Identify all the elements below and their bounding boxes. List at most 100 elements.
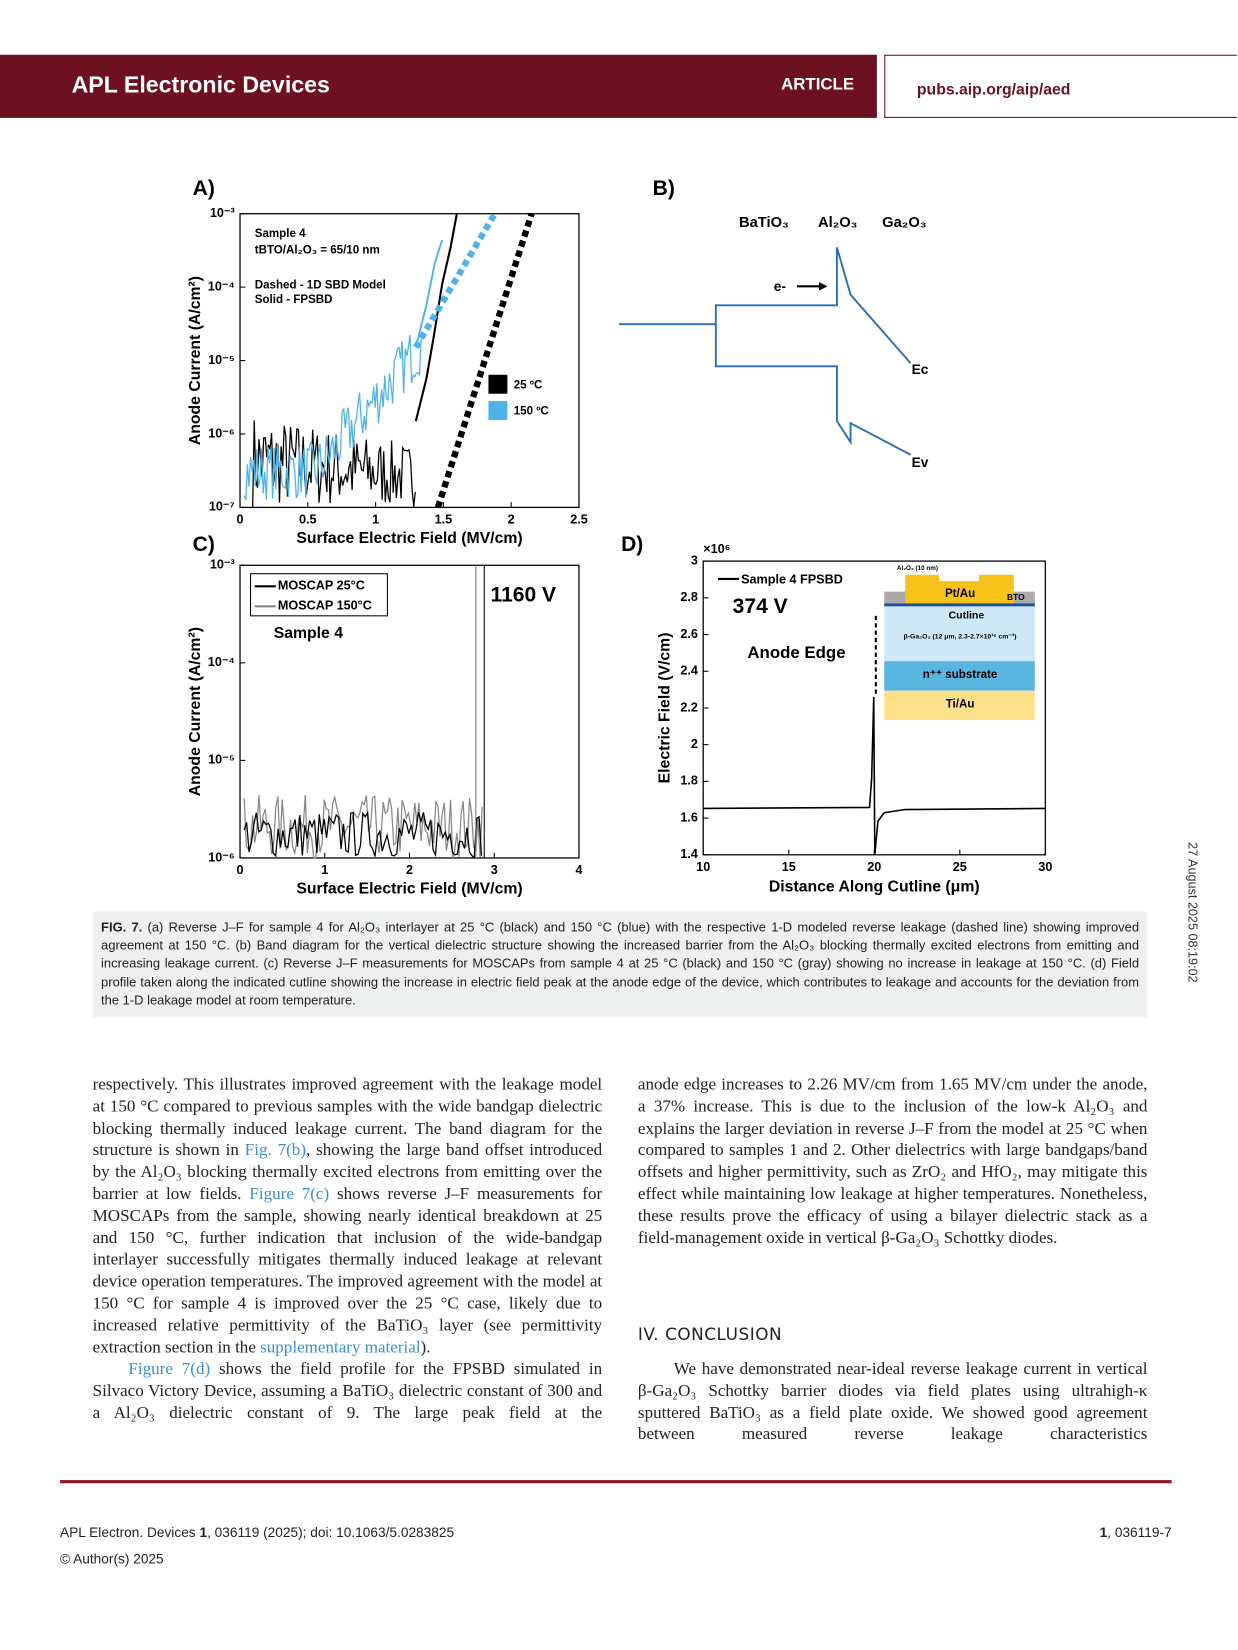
text-run: 1	[1099, 1524, 1108, 1541]
layer-label: Al₂O₃	[818, 215, 858, 231]
x-tick-label: 15	[782, 860, 796, 874]
inset-label: β-Ga₂O₃ (12 μm, 2.3-2.7×10¹⁶ cm⁻³)	[904, 634, 1017, 641]
annotation: Solid - FPSBD	[255, 294, 333, 306]
band-line	[714, 324, 912, 456]
inset-label: Al₂O₃ (10 nm)	[897, 565, 938, 572]
x-tick-label: 25	[953, 860, 967, 874]
conclusion: We have demonstrated near-ideal reverse …	[638, 1358, 1148, 1446]
y-tick-label: 10⁻⁴	[208, 279, 235, 293]
y-axis-label: Electric Field (V/cm)	[656, 633, 673, 784]
paragraph: We have demonstrated near-ideal reverse …	[638, 1358, 1148, 1446]
curve-150c	[414, 239, 444, 348]
x-tick-label: 20	[867, 860, 881, 874]
paragraph: Figure 7(d) shows the field profile for …	[93, 1358, 603, 1424]
annotation: Sample 4	[255, 228, 306, 240]
y-tick-label: 2.6	[680, 627, 698, 641]
x-tick-label: 2	[406, 863, 413, 877]
x-tick-label: 2	[508, 512, 515, 526]
page-number: 1, 036119-7	[1100, 1524, 1172, 1540]
y-tick-label: 10⁻⁵	[208, 753, 235, 767]
curve-25c	[252, 420, 416, 508]
y-axis-label: Anode Current (A/cm²)	[187, 276, 204, 445]
y-tick-label: 10⁻³	[210, 558, 235, 572]
layer	[884, 690, 1035, 721]
panel-label: B)	[653, 177, 675, 200]
annotation: 374 V	[733, 595, 788, 618]
y-tick-label: 1.4	[680, 847, 698, 861]
url-box: pubs.aip.org/aip/aed	[884, 54, 1237, 118]
legend-swatch	[488, 374, 508, 394]
legend-box	[250, 573, 388, 617]
curve-150c	[243, 794, 483, 859]
legend-label: 25 ºC	[514, 379, 543, 391]
text-run: APL Electron. Devices	[60, 1524, 200, 1541]
x-tick-label: 1	[372, 512, 379, 526]
arrow-head	[819, 282, 828, 291]
legend-label: MOSCAP 150°C	[278, 599, 372, 613]
x-tick-label: 3	[491, 863, 498, 877]
contact	[905, 574, 1014, 604]
y-tick-label: 10⁻⁴	[208, 655, 235, 669]
paragraph: anode edge increases to 2.26 MV/cm from …	[638, 1074, 1148, 1249]
y-tick-label: 2.8	[680, 590, 698, 604]
link[interactable]: Fig. 7(b)	[244, 1140, 307, 1160]
link[interactable]: Figure 7(c)	[249, 1184, 330, 1204]
x-tick-label: 1	[321, 863, 328, 877]
curve-25c	[243, 810, 483, 860]
text-run: shows reverse J–F measurements for MOSCA…	[92, 1184, 603, 1357]
link[interactable]: Figure 7(d)	[128, 1359, 211, 1379]
y-tick-label: 1.6	[680, 810, 698, 824]
field-profile	[703, 696, 1046, 855]
y-tick-label: 10⁻⁶	[208, 426, 235, 440]
x-tick-label: 0.5	[299, 512, 317, 526]
x-axis-label: Surface Electric Field (MV/cm)	[296, 881, 522, 898]
citation: APL Electron. Devices 1, 036119 (2025); …	[60, 1524, 454, 1540]
x-tick-label: 4	[575, 863, 582, 877]
annotation: Anode Edge	[747, 643, 845, 662]
link[interactable]: supplementary material	[260, 1337, 421, 1357]
band-label: Ec	[912, 362, 929, 377]
annotation: 1160 V	[491, 583, 557, 606]
y-tick-label: 10⁻⁶	[208, 850, 235, 864]
text-run: , 036119 (2025); doi: 10.1063/5.0283825	[207, 1524, 455, 1541]
figure-caption: FIG. 7. (a) Reverse J–F for sample 4 for…	[92, 911, 1148, 1017]
layer	[884, 603, 1035, 607]
copyright: © Author(s) 2025	[60, 1550, 164, 1567]
legend-swatch	[488, 401, 508, 421]
x-tick-label: 2.5	[570, 512, 588, 526]
inset-label: Pt/Au	[945, 588, 975, 600]
annotation: Dashed - 1D SBD Model	[255, 279, 386, 291]
y-tick-label: 3	[691, 553, 698, 567]
legend-label: Sample 4 FPSBD	[741, 572, 843, 586]
inset-label: Ti/Au	[946, 698, 975, 710]
text-run: anode edge increases to 2.26 MV/cm from …	[637, 1074, 1148, 1248]
section-label: ARTICLE	[781, 75, 855, 94]
y-axis-label: Anode Current (A/cm²)	[187, 627, 204, 796]
x-tick-label: 0	[237, 512, 244, 526]
x-axis-label: Surface Electric Field (MV/cm)	[296, 530, 522, 547]
layer	[884, 606, 1035, 662]
y-tick-label: 10⁻⁷	[209, 500, 235, 514]
journal-url[interactable]: pubs.aip.org/aip/aed	[916, 81, 1071, 99]
download-stamp: 27 August 2025 08:19:02	[1185, 842, 1201, 983]
inset-label: Cutline	[949, 610, 985, 622]
text-run: 1	[199, 1524, 208, 1541]
layer	[884, 591, 908, 604]
y-tick-label: 2	[691, 737, 698, 751]
text-run: , showing the large band offset introduc…	[92, 1140, 603, 1204]
x-tick-label: 1.5	[435, 512, 453, 526]
text-run: We have demonstrated near-ideal reverse …	[637, 1359, 1148, 1444]
model-25c	[434, 212, 535, 509]
text-run: , 036119-7	[1107, 1524, 1172, 1541]
x-tick-label: 30	[1038, 860, 1052, 874]
text-run: FIG. 7.	[101, 920, 143, 935]
text-run: ).	[420, 1337, 431, 1357]
curve-150c	[243, 334, 422, 501]
inset-label: n⁺⁺ substrate	[923, 669, 998, 681]
header-bar: APL Electronic Devices ARTICLE	[0, 54, 877, 118]
plot-frame	[239, 213, 580, 509]
band-line	[618, 247, 912, 364]
model-150c	[413, 212, 498, 349]
text-run: respectively. This illustrates improved …	[92, 1074, 603, 1160]
plot-frame	[239, 564, 580, 859]
